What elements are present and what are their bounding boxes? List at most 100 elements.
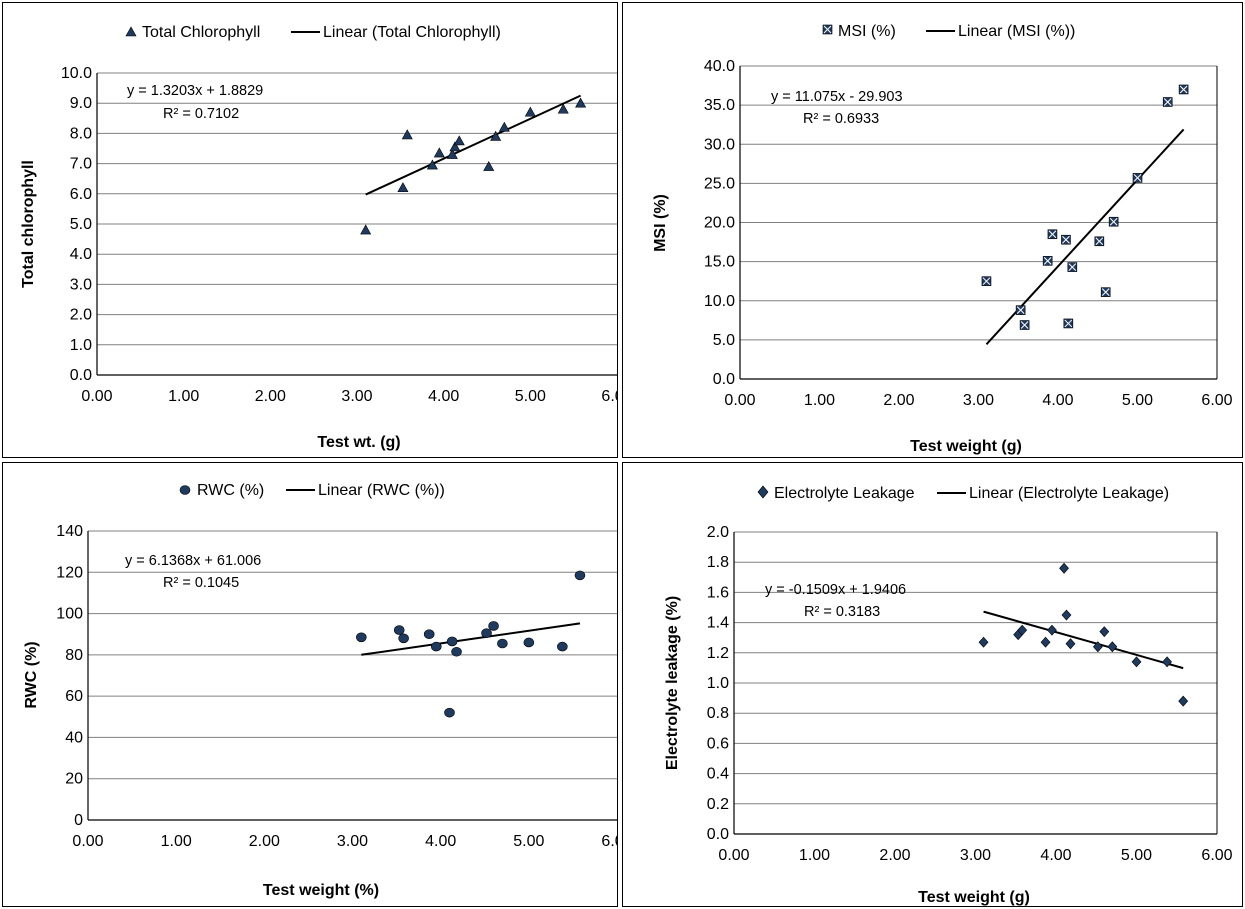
legend-series-label: RWC (%): [197, 482, 264, 499]
data-point: [557, 103, 569, 114]
data-point: [488, 621, 499, 631]
data-point: [360, 224, 372, 235]
y-tick-label: 1.8: [707, 554, 729, 571]
legend-marker-cross-b: [823, 25, 832, 34]
y-axis-title: Electrolyte leakage (%): [664, 596, 681, 770]
x-tick-label: 5.00: [513, 833, 544, 850]
x-tick-label: 6.00: [601, 388, 617, 405]
x-tick-label: 2.00: [249, 833, 280, 850]
y-tick-label: 0.0: [70, 367, 92, 384]
data-point: [1178, 695, 1189, 707]
y-tick-label: 2.0: [707, 524, 729, 541]
y-tick-label: 6.0: [70, 186, 92, 203]
chart-panel-total-chlorophyll: Total Chlorophyll Linear (Total Chloroph…: [2, 2, 618, 458]
y-tick-label: 30.0: [704, 136, 735, 153]
legend: Electrolyte Leakage Linear (Electrolyte …: [757, 485, 1169, 502]
x-tick-label: 6.00: [1201, 847, 1232, 864]
y-tick-label: 0.2: [707, 796, 729, 813]
x-tick-label: 2.00: [255, 388, 286, 405]
x-tick-label: 1.00: [799, 847, 830, 864]
data-point: [1040, 636, 1051, 648]
data-point: [978, 636, 989, 648]
data-point: [1047, 229, 1058, 240]
data-point: [497, 638, 508, 649]
y-tick-label: 8.0: [70, 125, 92, 142]
trend-equation: y = 11.075x - 29.903: [771, 89, 903, 105]
data-point: [398, 633, 409, 644]
y-tick-label: 5.0: [713, 332, 735, 349]
data-point: [451, 646, 462, 657]
x-tick-label: 0.00: [718, 847, 749, 864]
y-axis-title: RWC (%): [23, 641, 40, 708]
trend-equation: y = 6.1368x + 61.006: [125, 553, 261, 569]
y-tick-label: 100: [56, 606, 83, 623]
x-tick-label: 6.00: [1201, 392, 1232, 409]
data-point: [490, 130, 502, 141]
data-point: [401, 129, 413, 140]
data-point: [430, 641, 442, 652]
data-point: [557, 641, 568, 652]
data-point: [423, 629, 435, 640]
data-point: [393, 625, 405, 635]
data-point: [1100, 287, 1111, 297]
y-tick-label: 20.0: [704, 215, 735, 232]
data-point: [356, 632, 367, 643]
y-tick-label: 0.0: [713, 371, 735, 388]
x-tick-label: 2.00: [879, 847, 910, 864]
data-point: [1092, 641, 1103, 653]
x-tick-label: 3.00: [337, 833, 368, 850]
x-tick-label: 1.00: [168, 388, 199, 405]
data-point: [1015, 305, 1026, 315]
data-point: [1042, 256, 1053, 266]
data-point: [1162, 97, 1173, 107]
data-point: [1131, 656, 1142, 668]
data-point: [483, 161, 495, 171]
data-point: [1099, 626, 1110, 638]
x-tick-label: 1.00: [804, 392, 835, 409]
y-tick-label: 3.0: [70, 276, 92, 293]
chart-panel-electrolyte-leakage: Electrolyte Leakage Linear (Electrolyte …: [622, 462, 1243, 907]
x-tick-label: 4.00: [1042, 392, 1073, 409]
y-tick-label: 4.0: [70, 246, 92, 263]
legend: RWC (%) Linear (RWC (%)): [179, 482, 445, 499]
y-tick-label: 10.0: [61, 65, 92, 82]
y-axis-title: Total chlorophyll: [20, 160, 37, 288]
legend-trend-label: Linear (Electrolyte Leakage): [969, 485, 1169, 502]
data-point: [1108, 216, 1119, 227]
x-tick-label: 3.00: [960, 847, 991, 864]
trend-equation: y = -0.1509x + 1.9406: [765, 582, 906, 598]
y-tick-label: 35.0: [704, 97, 735, 114]
x-tick-label: 1.00: [161, 833, 192, 850]
data-point: [481, 628, 492, 638]
data-point: [1178, 84, 1189, 95]
chart-rwc: RWC (%) Linear (RWC (%)) 0 20 40 60 80 100 120…: [23, 482, 617, 899]
data-point: [1061, 609, 1072, 621]
x-tick-label: 0.00: [72, 833, 103, 850]
y-tick-label: 0.0: [707, 826, 729, 843]
chart-electrolyte-leakage: Electrolyte Leakage Linear (Electrolyte …: [664, 485, 1233, 906]
y-tick-label: 0.8: [707, 705, 729, 722]
legend-trend-label: Linear (Total Chlorophyll): [323, 24, 501, 41]
legend-marker-diamond: [757, 485, 769, 499]
data-point: [1065, 638, 1076, 650]
y-tick-label: 5.0: [70, 216, 92, 233]
data-point: [981, 276, 992, 286]
legend-trend-label: Linear (RWC (%)): [318, 482, 445, 499]
trend-line: [983, 610, 1184, 670]
data-point: [498, 121, 510, 132]
data-point: [1094, 236, 1105, 247]
data-point: [433, 147, 445, 158]
trend-line: [365, 94, 582, 196]
data-point: [453, 135, 465, 146]
y-tick-label: 40: [65, 729, 83, 746]
x-tick-label: 4.00: [425, 833, 456, 850]
data-point: [1061, 234, 1071, 245]
y-tick-label: 25.0: [704, 175, 735, 192]
trend-equation: y = 1.3203x + 1.8829: [127, 83, 263, 99]
data-point: [446, 636, 458, 647]
y-tick-label: 140: [56, 523, 83, 540]
data-point: [1047, 624, 1057, 636]
r-squared-label: R² = 0.1045: [163, 575, 239, 591]
data-point: [524, 106, 536, 117]
data-point: [426, 159, 438, 170]
